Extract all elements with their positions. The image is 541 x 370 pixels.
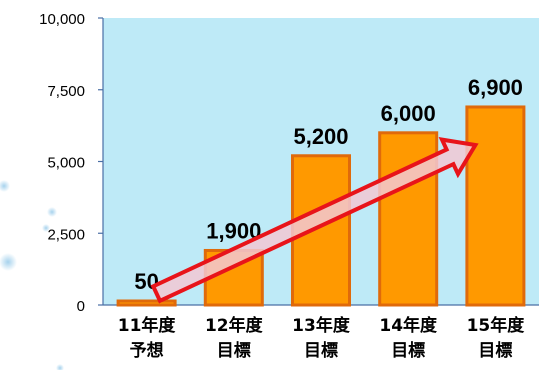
bar [465, 105, 526, 307]
y-tick-label: 2,500 [47, 226, 85, 243]
category-label-line2: 目標 [217, 340, 251, 361]
category-label-line2: 目標 [391, 340, 425, 361]
y-tick-label: 10,000 [39, 11, 85, 28]
data-label: 6,000 [381, 101, 436, 126]
category-label-line2: 目標 [478, 340, 512, 361]
y-tick-label: 5,000 [47, 155, 85, 172]
category-label-line2: 予想 [130, 340, 164, 361]
category-label-line1: 15年度 [467, 315, 526, 336]
y-tick-label: 0 [77, 298, 85, 315]
y-tick-label: 7,500 [47, 83, 85, 100]
category-label-line1: 12年度 [205, 315, 264, 336]
bar [116, 299, 177, 307]
category-label-line2: 目標 [304, 340, 338, 361]
bars [116, 105, 526, 307]
category-label-line1: 11年度 [118, 315, 177, 336]
data-label: 6,900 [468, 75, 523, 100]
category-label-line1: 14年度 [379, 315, 438, 336]
data-label: 5,200 [293, 124, 348, 149]
background-decoration [0, 180, 64, 370]
trend-arrow [150, 137, 479, 304]
category-label-line1: 13年度 [292, 315, 351, 336]
